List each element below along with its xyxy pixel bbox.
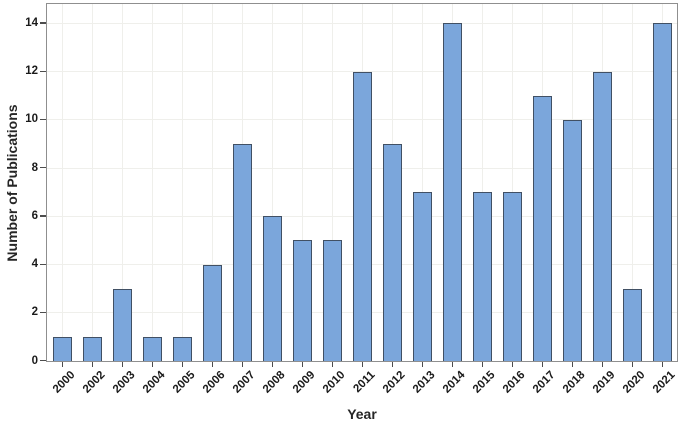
bar-2003: [112, 288, 132, 361]
bar-2021: [652, 23, 672, 361]
x-tick-label: 2005: [170, 369, 197, 396]
bar-2014: [442, 23, 462, 361]
y-tick-label: 8: [31, 161, 38, 174]
bar-2007: [232, 143, 252, 361]
bar-2002: [82, 336, 102, 361]
bar-2005: [172, 336, 192, 361]
plot-area: [46, 3, 678, 362]
y-tick-label: 14: [25, 16, 38, 29]
x-tick: [301, 362, 304, 367]
x-tick: [661, 362, 664, 367]
x-tick-label: 2006: [200, 369, 227, 396]
y-tick-label: 12: [25, 65, 38, 78]
bar-2004: [142, 336, 162, 361]
y-gridline: [47, 22, 677, 24]
x-tick-label: 2007: [230, 369, 257, 396]
x-tick: [451, 362, 454, 367]
y-tick-label: 10: [25, 113, 38, 126]
x-tick-label: 2002: [80, 369, 107, 396]
bar-2020: [622, 288, 642, 361]
y-tick: [40, 70, 46, 72]
x-gridline: [151, 4, 153, 361]
bar-2012: [382, 143, 402, 361]
bar-2010: [322, 240, 342, 361]
x-tick-label: 2013: [410, 369, 437, 396]
x-tick-label: 2010: [320, 369, 347, 396]
x-tick-label: 2003: [110, 369, 137, 396]
y-tick-label: 2: [31, 306, 38, 319]
x-tick: [241, 362, 244, 367]
x-tick-label: 2000: [50, 369, 77, 396]
bar-2015: [472, 192, 492, 361]
y-tick-label: 0: [31, 354, 38, 367]
x-tick-label: 2019: [590, 369, 617, 396]
y-axis-title: Number of Publications: [4, 104, 20, 262]
x-tick: [631, 362, 634, 367]
y-tick: [40, 263, 46, 265]
bar-2006: [202, 264, 222, 361]
x-tick-label: 2011: [350, 369, 377, 396]
x-tick-label: 2020: [620, 369, 647, 396]
bar-2009: [292, 240, 312, 361]
x-tick-label: 2012: [380, 369, 407, 396]
x-tick-label: 2004: [140, 369, 167, 396]
bar-2019: [592, 71, 612, 361]
x-gridline: [181, 4, 183, 361]
bar-2011: [352, 71, 372, 361]
x-tick: [601, 362, 604, 367]
x-tick: [61, 362, 64, 367]
x-tick: [571, 362, 574, 367]
y-tick: [40, 360, 46, 362]
y-tick: [40, 118, 46, 121]
bar-2017: [532, 95, 552, 361]
x-tick: [331, 362, 334, 367]
x-tick: [211, 362, 214, 367]
x-tick-label: 2018: [560, 369, 587, 396]
x-tick-label: 2008: [260, 369, 287, 396]
x-tick: [541, 362, 544, 367]
x-tick-label: 2014: [440, 369, 467, 396]
bar-2013: [412, 192, 432, 361]
x-tick: [181, 362, 184, 367]
x-tick-label: 2021: [650, 369, 677, 396]
x-tick-label: 2015: [470, 369, 497, 396]
x-tick: [121, 362, 124, 367]
y-tick: [40, 22, 46, 24]
x-tick-label: 2017: [530, 369, 557, 396]
bar-2016: [502, 192, 522, 361]
x-tick: [361, 362, 364, 367]
x-tick: [421, 362, 424, 367]
x-gridline: [91, 4, 93, 361]
x-tick-label: 2016: [500, 369, 527, 396]
y-tick: [40, 167, 46, 169]
bar-2018: [562, 119, 582, 361]
x-tick: [91, 362, 94, 367]
y-tick: [40, 215, 46, 217]
x-tick: [151, 362, 154, 367]
bar-2008: [262, 216, 282, 361]
x-tick: [511, 362, 514, 367]
x-gridline: [61, 4, 63, 361]
y-tick-label: 4: [31, 258, 38, 270]
y-tick-label: 6: [31, 209, 38, 222]
x-axis-title: Year: [347, 406, 377, 422]
x-tick: [271, 362, 274, 367]
y-tick: [40, 311, 46, 314]
x-tick: [391, 362, 394, 367]
x-tick-label: 2009: [290, 369, 317, 396]
bar-2000: [52, 336, 72, 361]
x-tick: [481, 362, 484, 367]
